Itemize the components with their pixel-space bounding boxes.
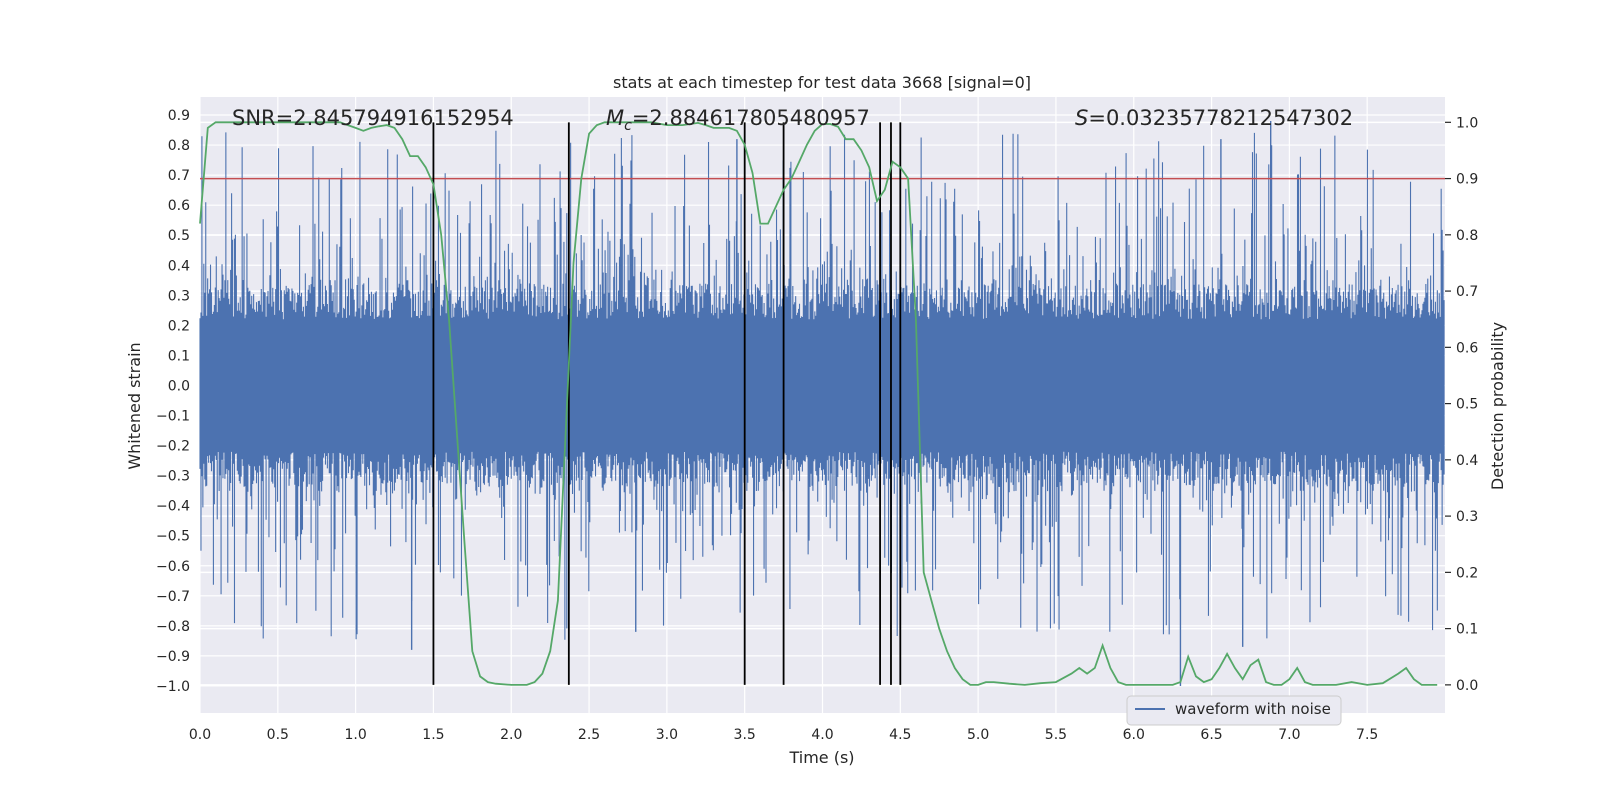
right-tick-label: 1.0 <box>1456 115 1478 131</box>
left-axis-ticks: 0.9 0.8 0.7 0.6 0.5 0.4 0.3 0.2 0.1 0.0 −0.1 −0.2 −0… <box>156 108 190 695</box>
boundary-lines <box>432 122 902 685</box>
left-tick-label: 0.2 <box>168 318 190 334</box>
left-tick-label: −0.1 <box>156 409 190 425</box>
chirp-mass-value: =2.884617805480957 <box>632 106 870 130</box>
x-tick-label: 5.5 <box>1045 727 1067 743</box>
x-tick-label: 2.0 <box>500 727 522 743</box>
legend: waveform with noise <box>1126 695 1342 726</box>
s-symbol: S <box>1075 106 1088 130</box>
left-tick-label: 0.9 <box>168 108 190 124</box>
right-tick-label: 0.7 <box>1456 284 1478 300</box>
left-tick-label: 0.4 <box>168 258 190 274</box>
left-tick-label: −0.5 <box>156 529 190 545</box>
x-tick-label: 1.5 <box>422 727 444 743</box>
right-tick-label: 0.8 <box>1456 228 1478 244</box>
left-tick-label: −0.4 <box>156 499 190 515</box>
right-tick-label: 0.3 <box>1456 509 1478 525</box>
right-tick-label: 0.9 <box>1456 172 1478 188</box>
right-tick-label: 0.1 <box>1456 622 1478 638</box>
x-tick-label: 7.0 <box>1278 727 1300 743</box>
x-axis-label: Time (s) <box>788 748 854 767</box>
waveform-series <box>199 121 1445 686</box>
s-annotation: S=0.03235778212547302 <box>1075 106 1353 130</box>
x-tick-label: 3.0 <box>656 727 678 743</box>
snr-annotation: SNR=2.845794916152954 <box>232 106 514 130</box>
left-tick-label: −0.7 <box>156 589 190 605</box>
x-tick-label: 4.0 <box>811 727 833 743</box>
left-tick-label: 0.5 <box>168 228 190 244</box>
chart-title: stats at each timestep for test data 366… <box>613 73 1031 92</box>
left-tick-label: −0.9 <box>156 649 190 665</box>
x-tick-label: 1.0 <box>344 727 366 743</box>
chirp-mass-annotation: Mc=2.884617805480957 <box>606 106 870 134</box>
right-axis-ticks: 1.0 0.9 0.8 0.7 0.6 0.5 0.4 0.3 0.2 0.1 0.0 <box>1445 115 1478 694</box>
x-tick-label: 2.5 <box>578 727 600 743</box>
right-axis-label: Detection probability <box>1488 322 1507 490</box>
x-tick-label: 3.5 <box>734 727 756 743</box>
right-tick-label: 0.2 <box>1456 565 1478 581</box>
left-tick-label: 0.0 <box>168 378 190 394</box>
right-tick-label: 0.4 <box>1456 453 1478 469</box>
legend-box <box>1126 695 1342 726</box>
left-tick-label: 0.1 <box>168 348 190 364</box>
x-tick-label: 0.5 <box>267 727 289 743</box>
x-tick-label: 7.5 <box>1356 727 1378 743</box>
left-tick-label: −0.3 <box>156 469 190 485</box>
probability-series-line <box>199 121 1438 686</box>
chirp-mass-subscript: c <box>624 118 632 134</box>
left-tick-label: 0.7 <box>168 168 190 184</box>
x-tick-label: 6.0 <box>1123 727 1145 743</box>
left-axis-label: Whitened strain <box>125 342 144 469</box>
right-tick-label: 0.0 <box>1456 678 1478 694</box>
left-tick-label: 0.3 <box>168 288 190 304</box>
right-tick-label: 0.6 <box>1456 340 1478 356</box>
left-tick-label: 0.6 <box>168 198 190 214</box>
left-tick-label: −0.8 <box>156 619 190 635</box>
legend-label: waveform with noise <box>1175 700 1331 718</box>
left-tick-label: −0.6 <box>156 559 190 575</box>
chirp-mass-symbol: M <box>606 106 624 130</box>
x-axis-ticks: 0.0 0.5 1.0 1.5 2.0 2.5 3.0 3.5 4.0 4.5 5.0 5.5 6.0 6… <box>189 727 1378 743</box>
left-tick-label: −1.0 <box>156 679 190 695</box>
x-tick-label: 0.0 <box>189 727 211 743</box>
left-tick-label: −0.2 <box>156 439 190 455</box>
left-tick-label: 0.8 <box>168 138 190 154</box>
s-value: =0.03235778212547302 <box>1088 106 1353 130</box>
right-tick-label: 0.5 <box>1456 397 1478 413</box>
x-tick-label: 4.5 <box>889 727 911 743</box>
x-tick-label: 6.5 <box>1200 727 1222 743</box>
x-tick-label: 5.0 <box>967 727 989 743</box>
